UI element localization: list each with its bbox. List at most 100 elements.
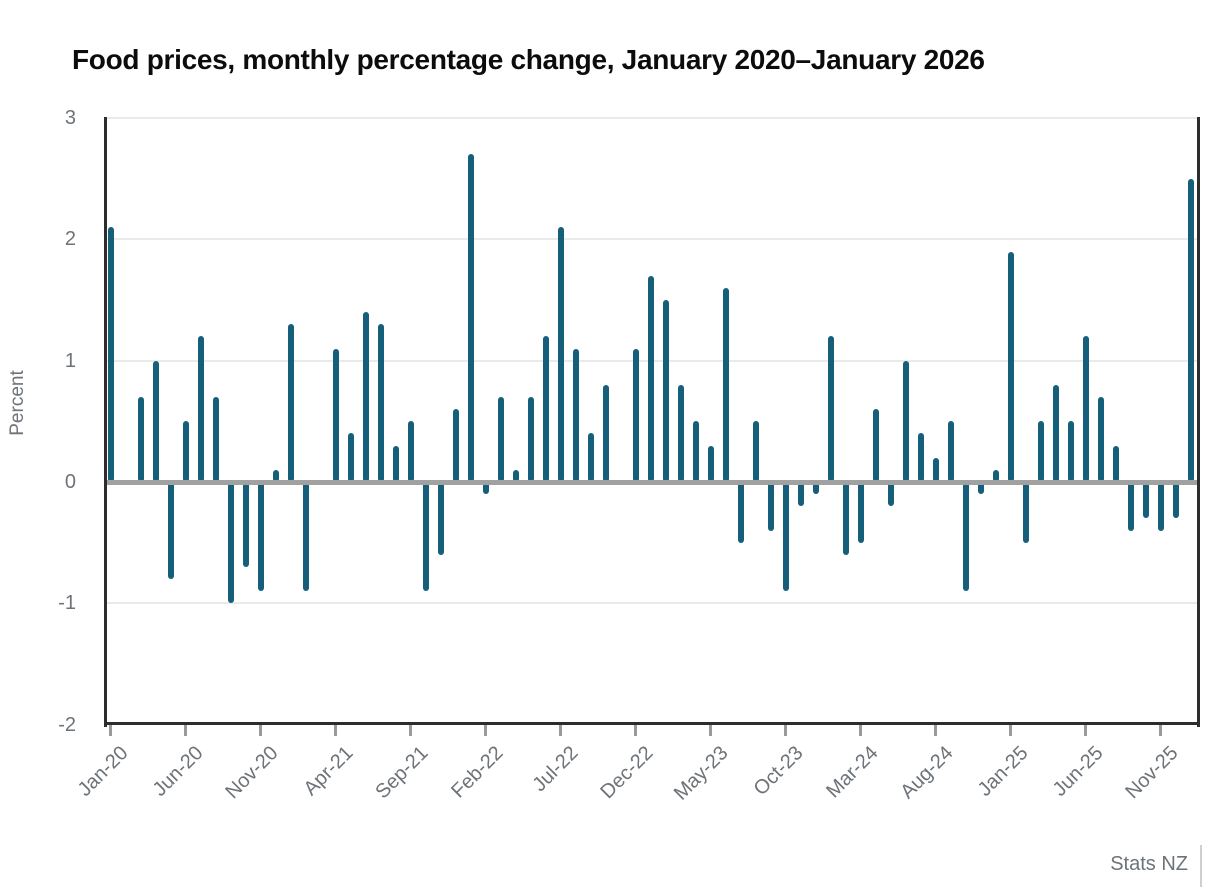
bar-Nov-21 [437, 481, 444, 555]
bar-May-24 [887, 481, 894, 507]
y-axis-line [104, 117, 107, 727]
bar-Oct-23 [782, 481, 789, 592]
x-axis-line [104, 722, 1200, 725]
x-tick-Mar-24 [859, 725, 862, 736]
x-tick-label-anchor-Oct-23: Oct-23 [749, 742, 852, 800]
bar-Jan-22 [467, 154, 474, 482]
bar-Oct-22 [602, 384, 609, 482]
bar-Jul-23 [737, 481, 744, 543]
bar-Jun-20 [182, 421, 189, 482]
bar-Dec-21 [452, 409, 459, 482]
bar-Jul-24 [917, 433, 924, 482]
bar-Jul-21 [377, 324, 384, 482]
x-tick-May-23 [709, 725, 712, 736]
x-tick-label-anchor-Jun-20: Jun-20 [148, 742, 253, 801]
bar-Oct-21 [422, 481, 429, 592]
bar-Jan-23 [647, 275, 654, 482]
bar-Sep-22 [587, 433, 594, 482]
bar-Nov-25 [1157, 481, 1164, 531]
gridline-3 [107, 117, 1197, 120]
bar-Mar-24 [857, 481, 864, 543]
bar-Jun-22 [542, 336, 549, 482]
bar-Jul-25 [1097, 397, 1104, 482]
bar-Mar-25 [1037, 421, 1044, 482]
bar-Nov-23 [797, 481, 804, 507]
x-tick-Dec-22 [634, 725, 637, 736]
bar-Jan-24 [827, 336, 834, 482]
x-tick-label-anchor-Nov-25: Nov-25 [1121, 742, 1207, 803]
bar-Sep-21 [407, 421, 414, 482]
bar-May-21 [347, 433, 354, 482]
y-tick-label-0: 0 [64, 471, 76, 493]
zero-line [105, 479, 1200, 485]
x-tick-label-Jan-20: Jan-20 [73, 742, 133, 801]
x-tick-Nov-20 [259, 725, 262, 736]
x-tick-Feb-22 [484, 725, 487, 736]
x-tick-Oct-23 [784, 725, 787, 736]
bar-Jan-26 [1187, 178, 1194, 482]
y-tick-label-1: 1 [64, 349, 76, 372]
x-tick-Apr-21 [334, 725, 337, 736]
x-tick-Sep-21 [409, 725, 412, 736]
chart-title: Food prices, monthly percentage change, … [72, 44, 985, 75]
bar-Sep-23 [767, 481, 774, 531]
bar-Jun-21 [362, 312, 369, 482]
bar-Aug-20 [212, 397, 219, 482]
bar-Nov-24 [977, 481, 984, 495]
bar-Apr-23 [692, 421, 699, 482]
x-tick-Jan-25 [1009, 725, 1012, 736]
bar-Feb-23 [662, 300, 669, 482]
x-tick-label-anchor-Jan-25: Jan-25 [973, 742, 1078, 801]
bar-Aug-24 [932, 457, 939, 482]
bar-Jul-20 [197, 336, 204, 482]
x-tick-label-anchor-Jul-22: Jul-22 [528, 742, 621, 796]
right-border-line [1197, 117, 1200, 727]
bar-Aug-23 [752, 421, 759, 482]
bar-May-22 [527, 397, 534, 482]
bar-May-25 [1067, 421, 1074, 482]
bar-Sep-24 [947, 421, 954, 482]
source-label: Stats NZ [1110, 853, 1188, 875]
bar-Dec-22 [632, 348, 639, 482]
x-tick-Aug-24 [934, 725, 937, 736]
bar-Sep-25 [1127, 481, 1134, 531]
bar-Dec-20 [272, 469, 279, 482]
x-tick-label-anchor-Feb-22: Feb-22 [447, 742, 555, 802]
bar-Sep-20 [227, 481, 234, 604]
bar-Aug-22 [572, 348, 579, 482]
x-tick-Jan-20 [109, 725, 112, 736]
bar-Dec-24 [992, 469, 999, 482]
bar-Jun-25 [1082, 336, 1089, 482]
y-tick-label-3: 3 [64, 107, 76, 130]
x-tick-Jun-25 [1084, 725, 1087, 736]
bar-Dec-25 [1172, 481, 1179, 519]
bar-Jul-22 [557, 227, 564, 482]
x-tick-Jul-22 [559, 725, 562, 736]
bar-Feb-22 [482, 481, 489, 495]
y-tick-label-2: 2 [64, 228, 76, 251]
bar-Feb-21 [302, 481, 309, 592]
bar-Apr-25 [1052, 384, 1059, 482]
bar-Jun-24 [902, 360, 909, 482]
y-tick-label--2: -2 [58, 713, 76, 736]
bar-Apr-21 [332, 348, 339, 482]
bar-Jan-25 [1007, 251, 1014, 482]
gridline--1 [107, 602, 1197, 605]
bar-Aug-21 [392, 445, 399, 482]
bar-Apr-20 [152, 360, 159, 482]
bar-Jun-23 [722, 287, 729, 482]
y-tick-label--1: -1 [58, 592, 76, 615]
source-divider [1200, 845, 1202, 887]
bar-Apr-24 [872, 409, 879, 482]
bar-May-23 [707, 445, 714, 482]
x-tick-label-anchor-Mar-24: Mar-24 [822, 742, 930, 802]
bar-Oct-20 [242, 481, 249, 567]
x-tick-label-anchor-Jan-20: Jan-20 [73, 742, 178, 801]
gridline-2 [107, 238, 1197, 241]
x-tick-Jun-20 [184, 725, 187, 736]
bar-Dec-23 [812, 481, 819, 495]
bar-Aug-25 [1112, 445, 1119, 482]
bar-Oct-24 [962, 481, 969, 592]
bar-Feb-24 [842, 481, 849, 555]
